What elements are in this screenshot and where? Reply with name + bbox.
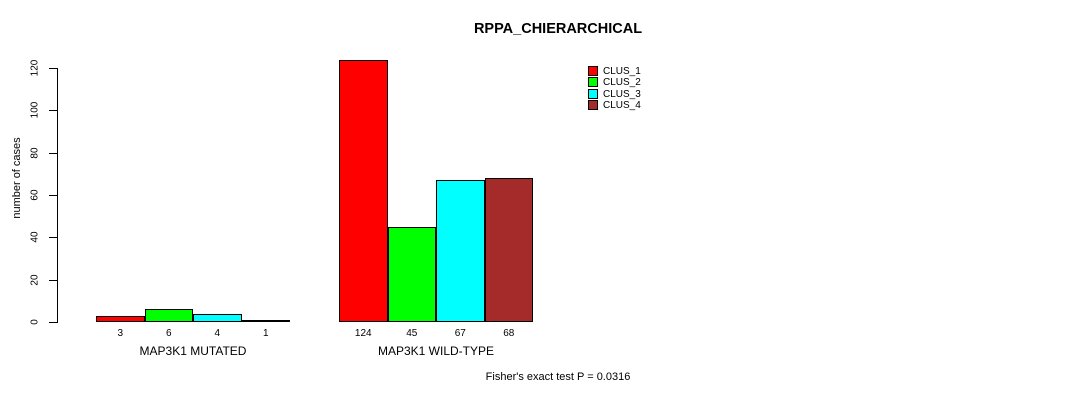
bar-clus_1-wild-type — [339, 60, 388, 322]
y-axis-tick-label: 60 — [29, 189, 41, 201]
bar-clus_1-mutated — [96, 316, 145, 322]
bar-value-label: 124 — [354, 328, 372, 339]
bar-clus_4-wild-type — [484, 178, 533, 322]
legend-label: CLUS_4 — [603, 99, 641, 111]
bar-value-label: 1 — [262, 328, 269, 339]
y-axis-tick — [49, 322, 57, 323]
legend-label: CLUS_3 — [603, 88, 641, 100]
bar-value-label: 45 — [406, 328, 418, 339]
y-axis-tick — [49, 110, 57, 112]
y-axis-tick-label: 0 — [29, 319, 41, 325]
legend-swatch-clus_3 — [588, 88, 598, 99]
legend-swatch-clus_1 — [588, 66, 598, 76]
bar-clus_2-mutated — [144, 309, 193, 322]
bar-value-label: 3 — [117, 328, 124, 339]
y-axis-line — [57, 68, 58, 323]
bar-clus_3-wild-type — [436, 180, 485, 322]
annotation-text: Fisher's exact test P = 0.0316 — [485, 371, 631, 383]
legend-swatch-clus_4 — [588, 99, 598, 110]
category-label: MAP3K1 WILD-TYPE — [377, 344, 495, 358]
y-axis-tick — [49, 152, 57, 154]
y-axis-tick — [49, 237, 57, 239]
chart-title: RPPA_CHIERARCHICAL — [473, 21, 643, 37]
legend-swatch-clus_2 — [588, 77, 598, 88]
category-label: MAP3K1 MUTATED — [139, 344, 247, 358]
y-axis-tick-label: 120 — [29, 59, 41, 77]
y-axis-tick — [49, 195, 57, 196]
y-axis-tick-label: 40 — [29, 231, 41, 243]
bar-value-label: 68 — [503, 328, 515, 339]
y-axis-tick-label: 20 — [29, 274, 41, 286]
y-axis-tick — [49, 68, 57, 69]
y-axis-tick — [49, 279, 57, 281]
bar-value-label: 4 — [214, 328, 221, 339]
bar-clus_2-wild-type — [387, 227, 436, 322]
legend-label: CLUS_1 — [603, 66, 641, 77]
bar-value-label: 67 — [454, 328, 466, 339]
bar-clus_3-mutated — [193, 314, 242, 322]
bar-value-label: 6 — [165, 328, 172, 339]
y-axis-tick-label: 80 — [29, 147, 41, 159]
bar-clus_4-mutated — [241, 320, 290, 322]
y-axis-tick-label: 100 — [29, 101, 41, 119]
legend-label: CLUS_2 — [603, 77, 641, 89]
